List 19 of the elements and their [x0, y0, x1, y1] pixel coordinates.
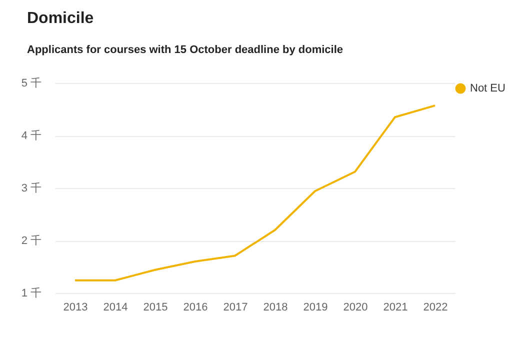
chart-subtitle: Applicants for courses with 15 October deadline by domicile [27, 44, 344, 56]
legend-label: Not EU [470, 82, 506, 94]
x-tick-label: 2014 [103, 302, 128, 314]
line-series [74, 104, 436, 282]
x-tick-label: 2015 [143, 302, 168, 314]
x-tick-label: 2020 [343, 302, 368, 314]
x-tick-label: 2022 [423, 302, 448, 314]
x-tick-label: 2017 [223, 302, 248, 314]
y-tick-label: 5 千 [21, 76, 42, 90]
x-tick-label: 2016 [183, 302, 208, 314]
x-tick-label: 2018 [263, 302, 288, 314]
y-tick-label: 3 千 [21, 182, 42, 194]
y-tick-label: 2 千 [21, 234, 42, 247]
y-tick-label: 1 千 [21, 286, 42, 300]
x-tick-label: 2021 [383, 302, 408, 314]
chart-title: Domicile [27, 10, 94, 27]
y-tick-label: 4 千 [21, 129, 42, 142]
x-tick-label: 2013 [63, 302, 88, 314]
x-tick-label: 2019 [303, 302, 328, 314]
